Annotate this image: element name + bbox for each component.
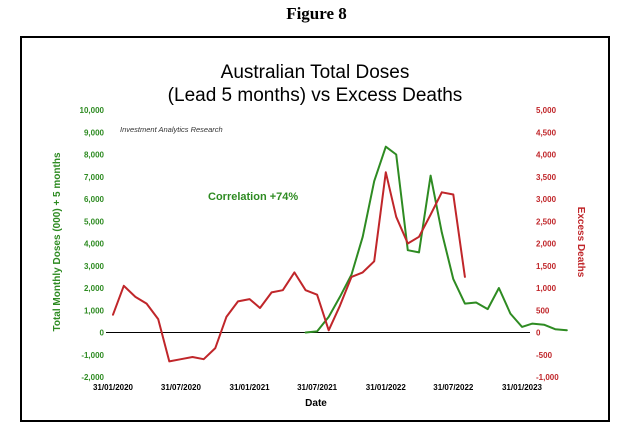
watermark: Investment Analytics Research: [120, 125, 223, 134]
y-axis-label-right: Excess Deaths: [575, 207, 586, 278]
y-tick-label-left: 2,000: [84, 284, 105, 293]
y-tick-label-left: -2,000: [81, 373, 104, 382]
x-tick-label: 31/07/2021: [297, 383, 338, 392]
y-tick-label-right: 4,500: [536, 128, 557, 137]
y-axis-label-left: Total Monthly Doses (000) + 5 months: [52, 152, 63, 331]
doses-series-line: [304, 145, 568, 334]
y-tick-label-right: 3,500: [536, 173, 557, 182]
y-tick-label-right: 4,000: [536, 151, 557, 160]
y-tick-label-left: 10,000: [80, 106, 105, 115]
x-axis-label: Date: [305, 398, 327, 409]
x-tick-label: 31/01/2022: [366, 383, 407, 392]
x-tick-label: 31/07/2020: [161, 383, 202, 392]
y-tick-label-left: 8,000: [84, 151, 105, 160]
y-tick-label-right: 500: [536, 306, 550, 315]
correlation-annotation: Correlation +74%: [208, 191, 298, 203]
chart-title-line-1: Australian Total Doses: [221, 62, 410, 83]
x-tick-label: 31/01/2021: [230, 383, 271, 392]
figure-label: Figure 8: [286, 4, 347, 23]
y-tick-label-right: 5,000: [536, 106, 557, 115]
y-tick-label-right: 1,500: [536, 262, 557, 271]
y-tick-label-right: 0: [536, 329, 541, 338]
x-tick-label: 31/07/2022: [433, 383, 474, 392]
y-tick-label-right: 1,000: [536, 284, 557, 293]
y-tick-label-right: -500: [536, 351, 553, 360]
chart-title-line-2: (Lead 5 months) vs Excess Deaths: [168, 85, 463, 106]
y-tick-label-left: 6,000: [84, 195, 105, 204]
y-tick-label-right: 2,000: [536, 240, 557, 249]
y-tick-label-left: 5,000: [84, 217, 105, 226]
y-tick-label-right: 2,500: [536, 217, 557, 226]
y-tick-label-right: -1,000: [536, 373, 559, 382]
y-tick-label-left: -1,000: [81, 351, 104, 360]
y-tick-label-left: 1,000: [84, 306, 105, 315]
y-tick-label-left: 7,000: [84, 173, 105, 182]
y-tick-label-left: 4,000: [84, 240, 105, 249]
y-tick-label-right: 3,000: [536, 195, 557, 204]
chart-frame: [20, 36, 610, 422]
x-tick-label: 31/01/2020: [93, 383, 134, 392]
x-tick-label: 31/01/2023: [502, 383, 543, 392]
y-tick-label-left: 0: [100, 329, 105, 338]
excess-deaths-series-line: [112, 171, 466, 363]
y-tick-label-left: 3,000: [84, 262, 105, 271]
plot-area: -2,000 -1,000 0 1,000 2,000 3,000 4,000 5,000 6,…: [80, 106, 568, 392]
y-tick-label-left: 9,000: [84, 128, 105, 137]
